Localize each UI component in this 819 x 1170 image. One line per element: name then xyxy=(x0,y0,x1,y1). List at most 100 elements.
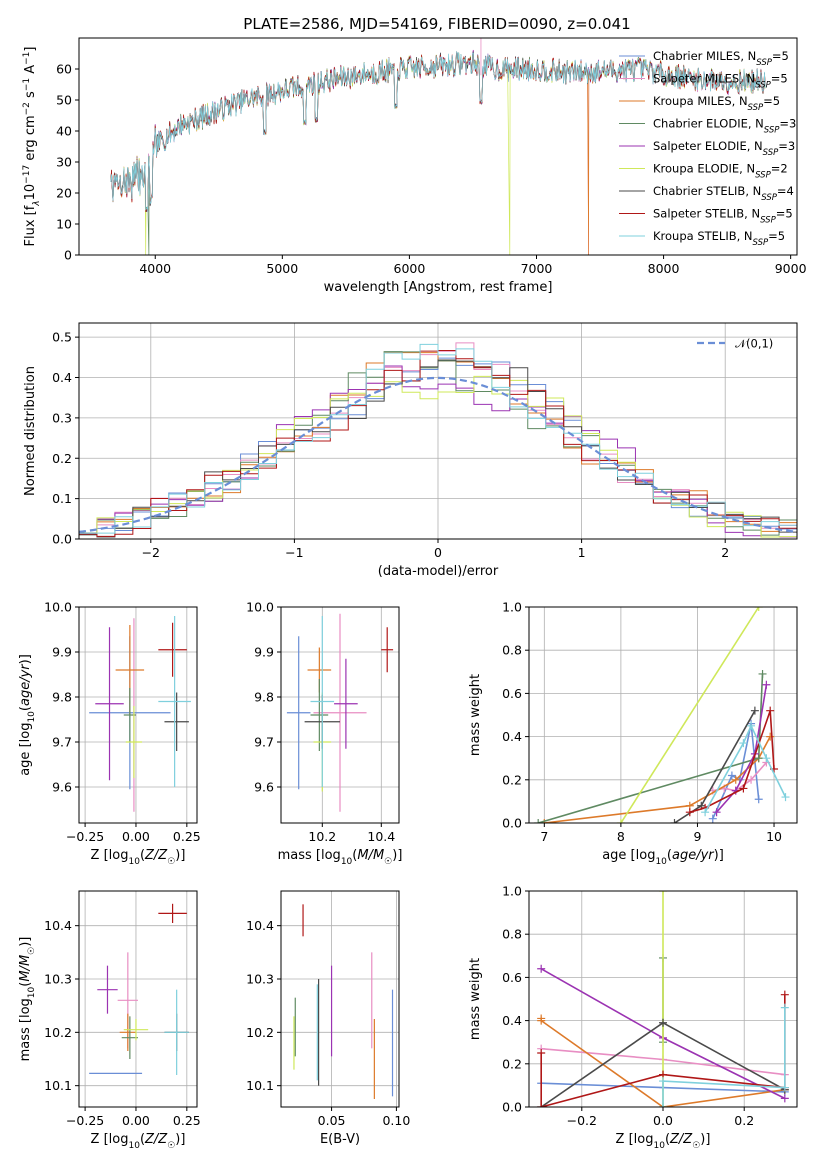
weight-vs-Z-xlabel-part: Z/Z xyxy=(669,1132,693,1147)
age-vs-Z-ylabel-part: 10 xyxy=(27,711,37,723)
weight-vs-age-xtick-label: 10 xyxy=(766,829,782,844)
age-vs-Z-panel: −0.25 0.00 0.259.69.79.89.910.0Z [log10(Z/… xyxy=(18,600,201,868)
mass-vs-ebv-ytick-label: 10.3 xyxy=(246,972,274,987)
weight-vs-Z-panel: −0.2 0.0 0.2 0.0 0.2 0.4 0.6 0.8 1.0 Z [log10(Z/Z… xyxy=(468,884,798,1151)
age-vs-mass-xlabel-part: log xyxy=(321,848,341,863)
mass-vs-ebv-xlabel: E(B-V) xyxy=(320,1132,360,1147)
weight-vs-Z-xlabel-part: ( xyxy=(665,1132,670,1147)
mass-vs-Z-ylabel: mass [log10(M/M☉)] xyxy=(18,937,37,1062)
mass-vs-Z-xtick-label: 0.00 xyxy=(122,1113,150,1128)
age-vs-Z-xlabel-part: Z/Z xyxy=(144,848,168,863)
spectrum-ylabel-part: −1 xyxy=(22,52,32,65)
mass-vs-ebv-xtick-label: 0.05 xyxy=(318,1113,346,1128)
mass-vs-Z-ylabel-part: ☉ xyxy=(27,947,37,955)
residuals-xtick-label: −2 xyxy=(142,545,160,560)
weight-marker-0 xyxy=(708,814,717,823)
spectrum-ylabel-part: λ xyxy=(32,200,42,206)
legend-label-name: Chabrier ELODIE, N xyxy=(653,117,764,131)
normal-legend-label: 𝒩(0,1) xyxy=(735,337,773,351)
spectrum-line-8 xyxy=(110,50,766,212)
age-vs-Z-ylabel-part: ( xyxy=(18,706,33,711)
age-vs-mass-xlabel-part: ☉ xyxy=(384,857,392,867)
age-vs-Z-ylabel-part: age/yr xyxy=(18,663,33,706)
mass-vs-Z-xtick-label: −0.25 xyxy=(66,1113,104,1128)
weight-marker-8 xyxy=(701,808,710,817)
age-vs-Z-xlabel-part: ) xyxy=(175,848,180,863)
weight-vs-Z-xlabel-part: log xyxy=(634,1132,654,1147)
legend-label-nssp: =5 xyxy=(776,207,793,221)
legend-label-0: Chabrier MILES, NSSP=5 xyxy=(653,49,789,68)
residuals-panel: −2 −1 0 1 2 0.0 0.1 0.2 0.3 0.4 0.5 (data-model)/er… xyxy=(23,322,798,579)
legend-label-nssp: =5 xyxy=(768,229,785,243)
mass-vs-Z-xlabel-part: Z [ xyxy=(91,1132,109,1147)
residual-hist-5 xyxy=(79,375,797,539)
mass-vs-Z-ytick-label: 10.4 xyxy=(44,918,72,933)
residuals-xtick-label: 2 xyxy=(721,545,729,560)
mass-vs-Z-ytick-label: 10.3 xyxy=(44,972,72,987)
mass-vs-Z-ytick-label: 10.1 xyxy=(44,1078,72,1093)
age-vs-mass-xlabel-part: M/M xyxy=(357,848,384,863)
mass-vs-Z-ylabel-part: ) xyxy=(18,942,33,947)
spectrum-xtick-label: 6000 xyxy=(394,261,426,276)
spectrum-ylabel-part: s xyxy=(23,91,38,102)
mass-vs-ebv-ytick-label: 10.4 xyxy=(246,918,274,933)
legend-label-sub: SSP xyxy=(755,81,771,91)
residuals-ytick-label: 0.3 xyxy=(52,410,72,425)
age-vs-mass-ytick-label: 9.6 xyxy=(254,780,274,795)
age-vs-Z-xlabel-part: ☉ xyxy=(167,857,175,867)
residuals-plot-area xyxy=(79,342,797,539)
weight-vs-age-plot-area xyxy=(534,607,790,823)
spectrum-xlabel-part: wavelength [Angstrom, rest frame] xyxy=(324,280,553,295)
age-vs-Z-ytick-label: 9.7 xyxy=(52,735,72,750)
weight-marker-8 xyxy=(659,1077,667,1086)
legend-label-sub: SSP xyxy=(756,58,772,68)
weight-vs-Z-xlabel-part: Z [ xyxy=(616,1132,634,1147)
weight-vs-Z-xtick-label: 0.0 xyxy=(653,1113,673,1128)
weight-vs-Z-xlabel-part: ☉ xyxy=(692,1141,700,1151)
age-vs-mass-xlabel-part: ] xyxy=(397,848,402,863)
legend-label-nssp: =3 xyxy=(779,117,796,131)
age-vs-Z-ylabel-part: age [ xyxy=(18,742,33,775)
age-vs-Z-ytick-label: 9.8 xyxy=(52,690,72,705)
figure-title: PLATE=2586, MJD=54169, FIBERID=0090, z=0… xyxy=(243,15,630,33)
weight-marker-1 xyxy=(747,775,756,784)
legend-label-sub: SSP xyxy=(763,148,779,158)
weight-line-3 xyxy=(537,673,764,823)
mass-vs-ebv-plot-area xyxy=(293,904,394,1099)
residuals-xlabel: (data-model)/error xyxy=(378,564,499,579)
weight-marker-7 xyxy=(780,990,789,999)
weight-marker-3 xyxy=(534,819,543,823)
spectrum-panel: 4000 5000 6000 7000 8000 9000 0 10 20 30 40 50 60 wav… xyxy=(22,37,807,295)
weight-line-8 xyxy=(662,1007,786,1107)
mass-vs-Z-xlabel-part: ] xyxy=(180,1132,185,1147)
weight-marker-4 xyxy=(780,1094,789,1103)
weight-vs-Z-ytick-label: 0.0 xyxy=(502,1100,522,1115)
mass-vs-Z-frame xyxy=(78,890,198,1108)
weight-vs-age-ytick-label: 0.6 xyxy=(502,686,522,701)
weight-vs-age-xlabel-part: ) xyxy=(714,848,719,863)
weight-marker-7 xyxy=(537,1103,546,1107)
spectrum-ylabel-part: 10 xyxy=(23,184,38,201)
weight-line-7 xyxy=(689,710,775,813)
legend-label-5: Kroupa ELODIE, NSSP=2 xyxy=(653,162,788,181)
spectrum-ylabel: Flux [fλ10−17 erg cm−2 s−1 A−1] xyxy=(22,47,42,247)
age-vs-mass-frame xyxy=(280,606,400,824)
mass-vs-Z-ylabel-part: 10 xyxy=(27,986,37,998)
residuals-ytick-label: 0.4 xyxy=(52,370,72,385)
spectrum-ytick-label: 50 xyxy=(56,93,72,108)
weight-marker-7 xyxy=(739,784,748,793)
weight-vs-Z-xlabel: Z [log10(Z/Z☉)] xyxy=(616,1132,711,1151)
age-vs-Z-xlabel: Z [log10(Z/Z☉)] xyxy=(91,848,186,867)
age-vs-mass-xtick-label: 10.2 xyxy=(308,829,336,844)
mass-vs-Z-ytick-label: 10.2 xyxy=(44,1025,72,1040)
legend-label-nssp: =5 xyxy=(771,72,788,86)
legend-label-2: Kroupa MILES, NSSP=5 xyxy=(653,94,780,113)
spectrum-ylabel-part: Flux [f xyxy=(23,205,38,246)
legend-label-name: Salpeter STELIB, N xyxy=(653,207,760,221)
age-vs-mass-xtick-label: 10.4 xyxy=(367,829,395,844)
weight-vs-age-ytick-label: 0.0 xyxy=(502,816,522,831)
weight-vs-Z-ytick-label: 0.2 xyxy=(502,1056,522,1071)
weight-vs-age-xlabel-part: 10 xyxy=(655,857,667,867)
weight-vs-age-ylabel: mass weight xyxy=(468,674,483,756)
